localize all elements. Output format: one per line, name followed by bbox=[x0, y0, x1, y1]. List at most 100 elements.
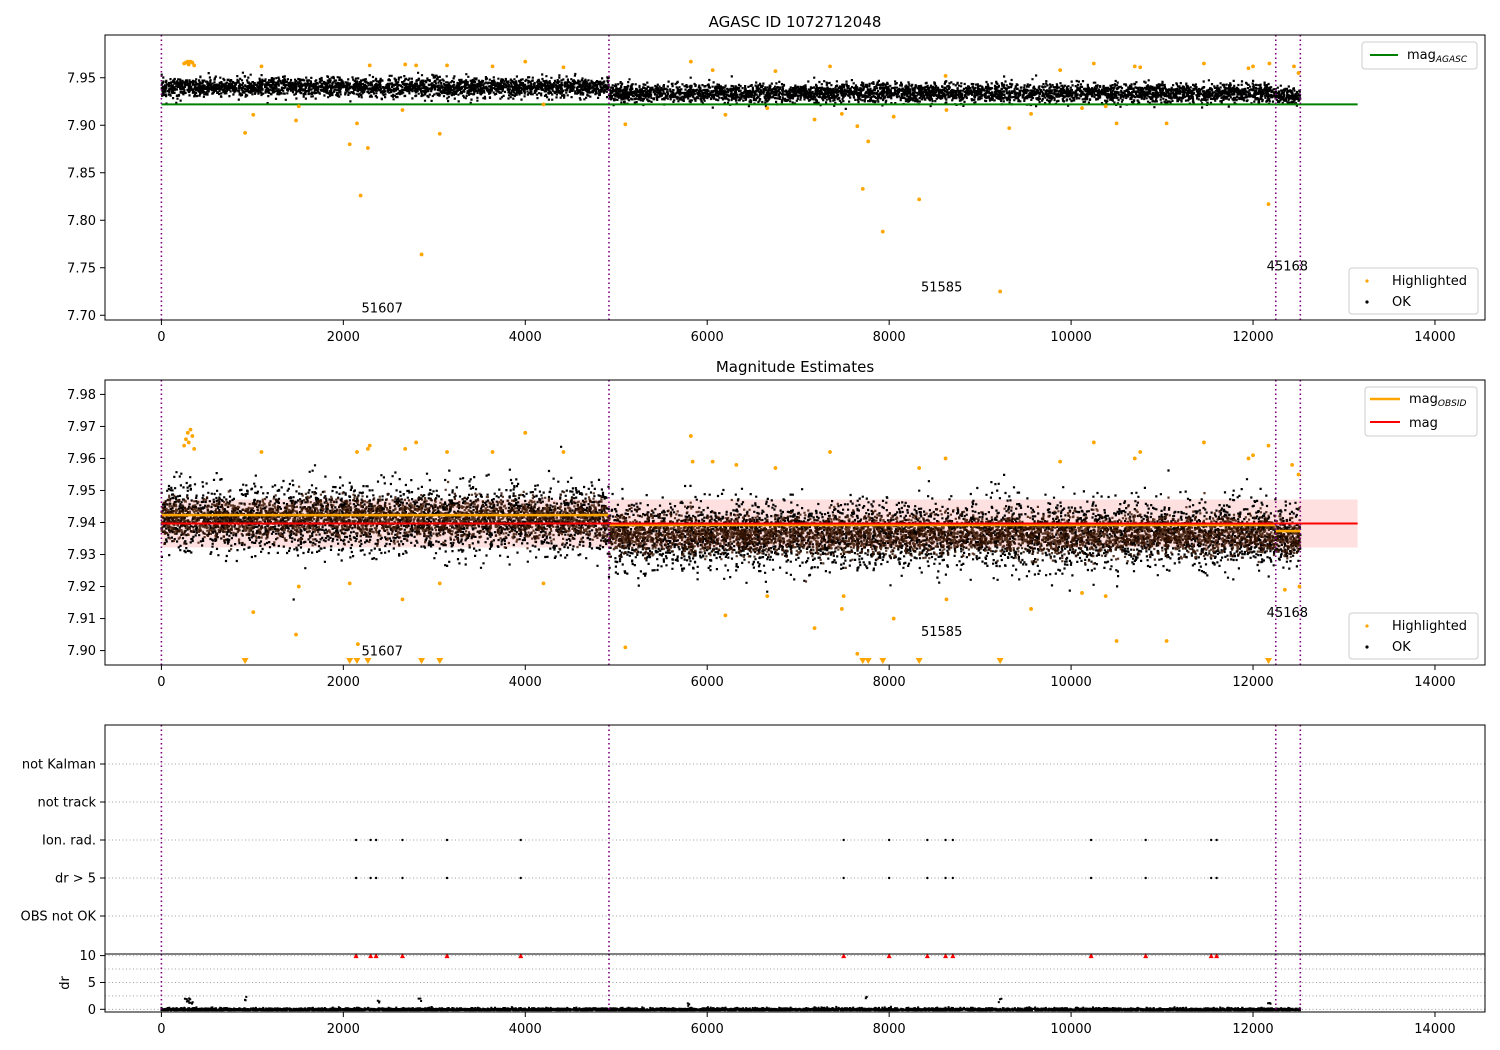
highlighted-point bbox=[366, 146, 370, 150]
flag-point bbox=[1215, 838, 1218, 842]
highlighted-point bbox=[1138, 450, 1143, 454]
highlighted-point bbox=[1266, 202, 1271, 207]
y-tick-label: 7.70 bbox=[67, 309, 96, 324]
dr-clipped-marker bbox=[1143, 953, 1149, 959]
dr-clipped-marker bbox=[399, 953, 405, 959]
highlighted-point bbox=[419, 252, 424, 257]
highlighted-point bbox=[414, 63, 419, 68]
highlighted-point bbox=[1080, 106, 1084, 111]
legend-mag-sub-label: AGASC bbox=[1435, 55, 1468, 65]
highlighted-point bbox=[188, 427, 193, 432]
dr-clipped-marker bbox=[943, 953, 949, 959]
flag-point bbox=[944, 876, 947, 880]
svg-text:magAGASC: magAGASC bbox=[1407, 48, 1468, 65]
flag-point bbox=[887, 876, 891, 880]
x-tick-label: 6000 bbox=[691, 1022, 724, 1037]
flag-point bbox=[951, 838, 955, 842]
highlighted-point bbox=[561, 65, 566, 70]
flag-point bbox=[354, 838, 358, 842]
x-tick-label: 12000 bbox=[1232, 330, 1273, 345]
obsid-label: 51607 bbox=[362, 644, 403, 659]
highlighted-point bbox=[523, 430, 528, 435]
x-tick-label: 8000 bbox=[873, 1022, 906, 1037]
flag-category-label: dr > 5 bbox=[55, 872, 96, 887]
highlighted-point bbox=[1029, 607, 1033, 611]
flag-point bbox=[1144, 838, 1147, 842]
flag-category-label: Ion. rad. bbox=[42, 834, 96, 849]
flag-point bbox=[1209, 838, 1213, 842]
dr-clipped-marker bbox=[1208, 953, 1214, 959]
highlighted-point bbox=[403, 446, 408, 451]
highlighted-point bbox=[891, 114, 896, 119]
offscale-low-marker bbox=[996, 658, 1004, 664]
x-tick-label: 0 bbox=[157, 675, 165, 690]
dr-clipped-marker bbox=[1214, 953, 1220, 959]
flag-point bbox=[926, 876, 929, 880]
highlighted-point bbox=[917, 466, 922, 470]
highlighted-point bbox=[367, 443, 372, 448]
highlighted-point bbox=[403, 62, 408, 67]
highlighted-point bbox=[1029, 111, 1033, 116]
obsid-label: 45168 bbox=[1267, 260, 1308, 275]
flag-category-labels: not Kalman not track Ion. rad. dr > 5 OBS no… bbox=[21, 758, 105, 925]
highlighted-point bbox=[998, 289, 1003, 294]
highlighted-point bbox=[866, 139, 871, 144]
flag-point bbox=[1209, 876, 1213, 880]
offscale-low-marker bbox=[864, 658, 872, 664]
dr-clipped-markers bbox=[353, 953, 1220, 959]
dr-point-cloud bbox=[160, 995, 1302, 1012]
highlighted-point bbox=[294, 632, 298, 637]
highlighted-point bbox=[710, 459, 715, 464]
highlighted-point bbox=[192, 63, 197, 68]
x-tick-label: 2000 bbox=[327, 330, 360, 345]
x-tick-label: 12000 bbox=[1232, 1022, 1273, 1037]
x-axis-ticks: 0 2000 4000 6000 8000 10000 12000 14000 bbox=[157, 1012, 1456, 1037]
dr-panel: 0 2000 4000 6000 8000 10000 12000 14000 0 5 10 dr bbox=[58, 949, 1486, 1037]
highlighted-point bbox=[523, 59, 528, 64]
highlighted-point bbox=[541, 581, 546, 586]
legend-ok-label: OK bbox=[1392, 640, 1411, 655]
y-tick-label: 7.90 bbox=[67, 644, 96, 659]
highlighted-point bbox=[1080, 591, 1084, 595]
highlighted-point bbox=[1114, 121, 1119, 126]
flag-point bbox=[374, 876, 378, 880]
svg-text:magOBSID: magOBSID bbox=[1409, 392, 1467, 409]
highlighted-point bbox=[185, 59, 190, 64]
highlighted-point bbox=[367, 63, 372, 68]
highlighted-point bbox=[251, 610, 256, 615]
highlighted-point bbox=[1296, 71, 1301, 75]
dr-axis-label: dr bbox=[58, 976, 73, 990]
flag-point bbox=[354, 876, 358, 880]
highlighted-point bbox=[765, 594, 770, 599]
y-tick-label: 7.80 bbox=[67, 214, 96, 229]
x-tick-label: 14000 bbox=[1414, 675, 1455, 690]
highlighted-point bbox=[561, 450, 566, 454]
highlighted-point bbox=[812, 117, 817, 122]
mag-lines-layer bbox=[161, 513, 1358, 533]
highlighted-point bbox=[355, 450, 359, 454]
highlighted-point bbox=[734, 462, 739, 467]
y-axis-ticks: 7.70 7.75 7.80 7.85 7.90 7.95 bbox=[67, 71, 105, 324]
offscale-low-marker bbox=[915, 658, 923, 664]
highlighted-point bbox=[891, 616, 896, 621]
highlighted-point bbox=[414, 440, 419, 445]
x-tick-label: 12000 bbox=[1232, 675, 1273, 690]
flag-point bbox=[887, 838, 891, 842]
highlighted-point bbox=[1251, 64, 1255, 69]
offscale-low-marker bbox=[418, 658, 426, 664]
highlighted-point bbox=[1164, 121, 1169, 126]
highlighted-point bbox=[186, 440, 191, 445]
highlighted-point bbox=[1282, 587, 1287, 592]
flag-point bbox=[519, 876, 522, 880]
x-tick-label: 6000 bbox=[691, 675, 724, 690]
highlighted-point bbox=[773, 69, 778, 73]
dr-clipped-marker bbox=[518, 953, 524, 959]
flag-point bbox=[369, 838, 372, 842]
flag-category-label: not Kalman bbox=[22, 758, 96, 773]
offscale-low-marker bbox=[241, 658, 249, 664]
y-tick-label: 10 bbox=[79, 949, 96, 964]
x-tick-label: 2000 bbox=[327, 1022, 360, 1037]
highlighted-point bbox=[828, 450, 832, 454]
highlighted-point bbox=[623, 645, 628, 650]
flag-point bbox=[369, 876, 372, 880]
